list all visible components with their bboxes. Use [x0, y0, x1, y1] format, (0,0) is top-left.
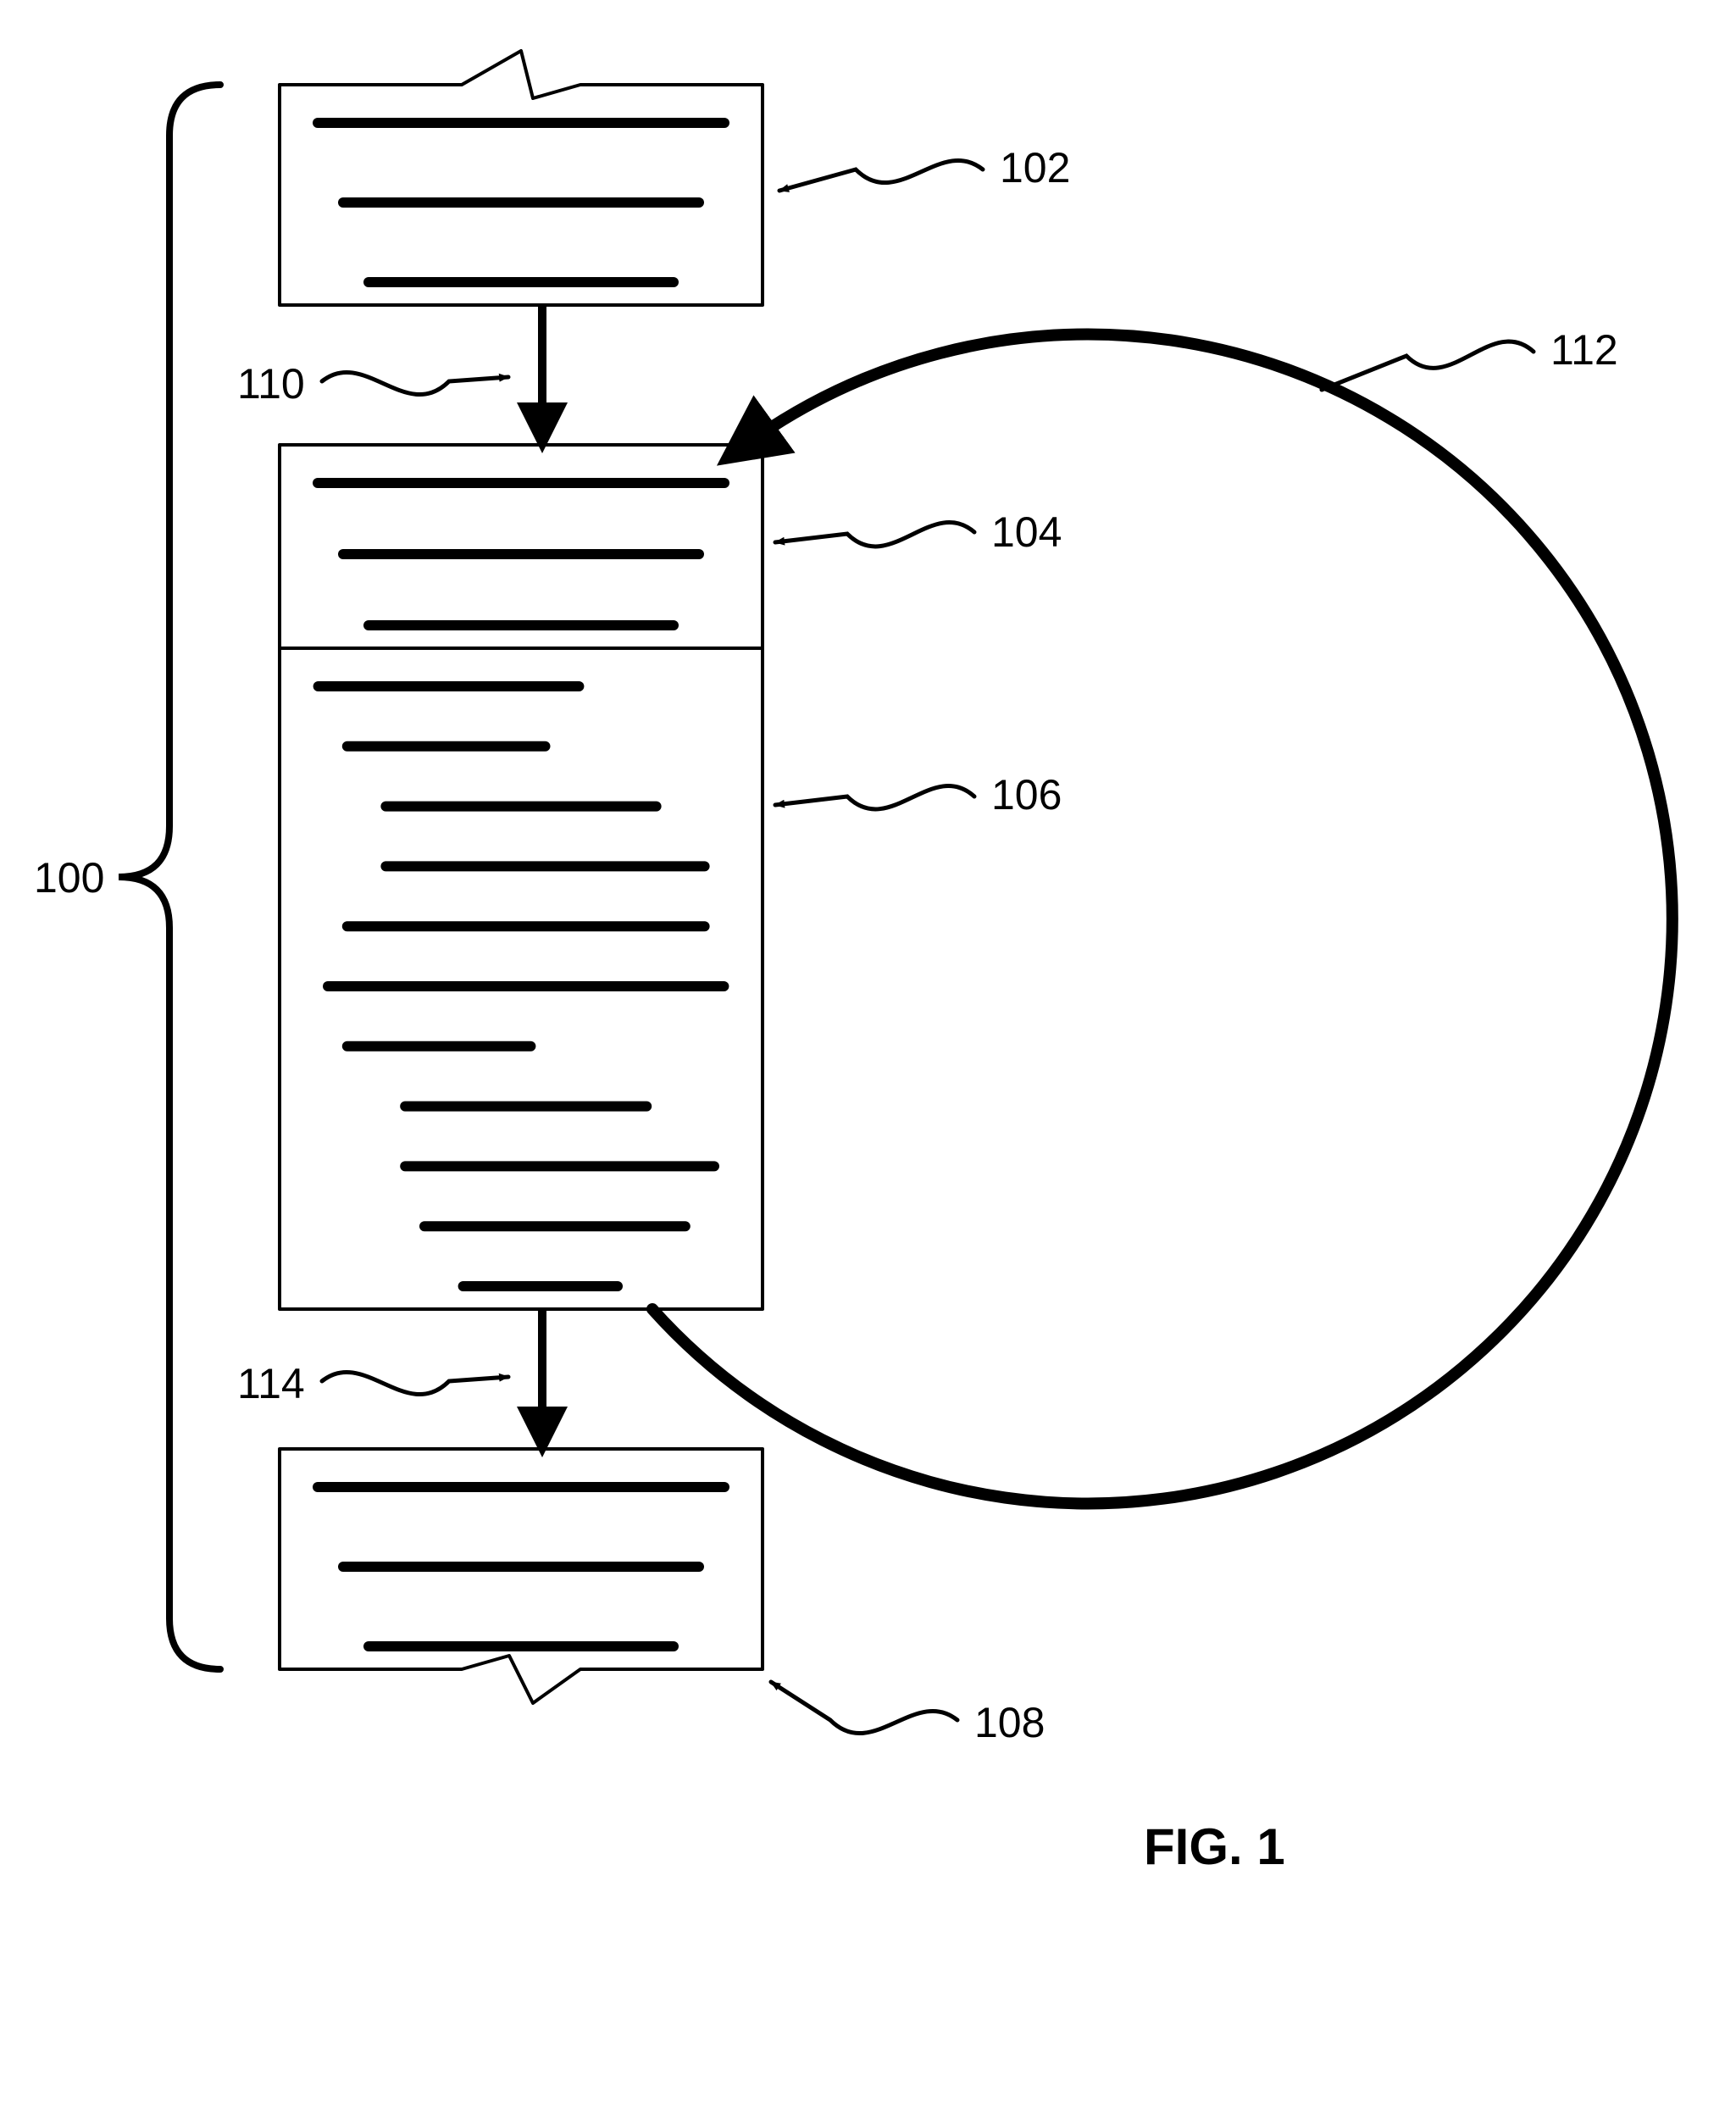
label-text-104: 104: [991, 508, 1062, 556]
label-108: 108: [771, 1682, 1045, 1746]
figure-caption: FIG. 1: [1144, 1818, 1285, 1875]
label-104: 104: [775, 508, 1062, 556]
box-102: [280, 51, 763, 305]
box-108: [280, 1449, 763, 1703]
label-text-106: 106: [991, 771, 1062, 819]
label-100: 100: [34, 854, 104, 902]
label-112: 112: [1322, 326, 1618, 390]
box-104: [280, 445, 763, 648]
label-text-108: 108: [974, 1699, 1045, 1746]
label-text-102: 102: [1000, 144, 1070, 191]
brace-100: [119, 85, 220, 1669]
label-text-100: 100: [34, 854, 104, 902]
label-text-110: 110: [237, 360, 305, 408]
label-106: 106: [775, 771, 1062, 819]
label-text-114: 114: [237, 1360, 305, 1407]
box-106: [280, 648, 763, 1309]
label-114: 114: [237, 1360, 508, 1407]
label-110: 110: [237, 360, 508, 408]
label-text-112: 112: [1550, 326, 1618, 374]
label-102: 102: [779, 144, 1070, 191]
loop-arrow-112: [652, 334, 1672, 1503]
